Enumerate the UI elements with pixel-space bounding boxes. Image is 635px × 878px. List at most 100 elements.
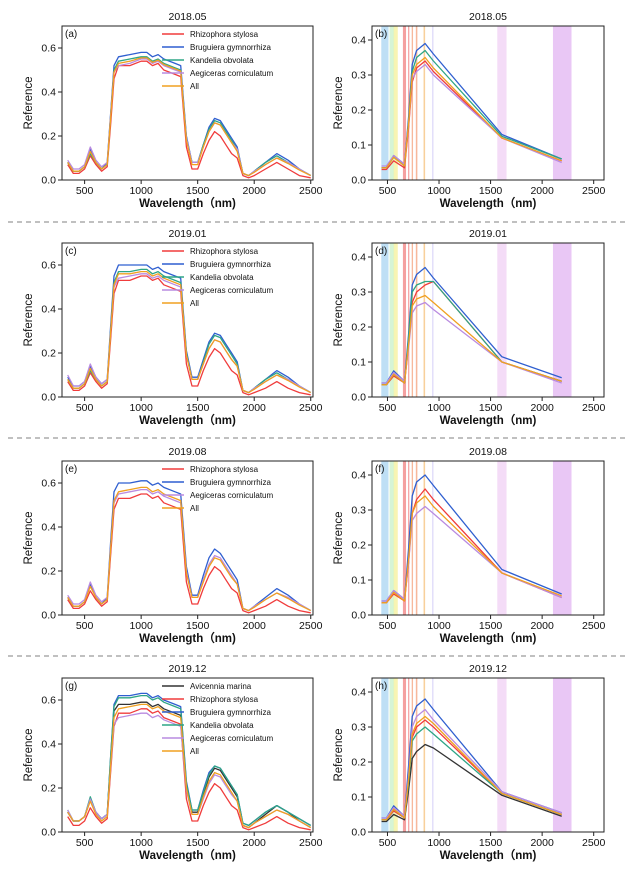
series-line (381, 715, 562, 821)
y-tick-label: 0.0 (351, 827, 366, 839)
y-tick-label: 0.0 (351, 392, 366, 404)
legend-label: Kandelia obvolata (190, 56, 254, 65)
plot-frame (371, 460, 605, 616)
plot-frame (61, 677, 314, 833)
y-tick-label: 0.6 (41, 695, 56, 707)
y-tick-label: 0.3 (351, 70, 366, 82)
x-tick-label: 1000 (427, 620, 451, 632)
x-tick-label: 500 (76, 185, 94, 197)
panel-g: 2019.12 500 1000 1500 2000 2500 0.0 0.2 0.4 0.6 Wa… (23, 663, 323, 862)
y-tick-label: 0.4 (351, 687, 366, 699)
panel-f: 2019.08 500 1000 1500 2000 2500 0.0 0.1 0.2 0.3 0.… (333, 446, 606, 645)
panel-label: (e) (65, 464, 77, 475)
panel-title: 2019.01 (169, 228, 207, 240)
series-line (381, 294, 562, 386)
y-tick-label: 0.0 (41, 175, 56, 187)
spectral-band (389, 243, 395, 397)
plot-frame (61, 25, 314, 181)
plot-frame (61, 460, 314, 616)
legend-label: Kandelia obvolata (190, 273, 254, 282)
spectral-band (497, 678, 507, 832)
spectral-band (552, 461, 572, 615)
y-tick-label: 0.0 (351, 610, 366, 622)
x-tick-label: 1500 (186, 837, 210, 849)
series-line (381, 495, 562, 604)
y-tick-label: 0.0 (41, 827, 56, 839)
spectral-band (415, 461, 418, 615)
series-line (67, 486, 311, 612)
panel-h: 2019.12 500 1000 1500 2000 2500 0.0 0.1 0.2 0.3 0.… (333, 663, 606, 862)
spectral-band (415, 26, 418, 180)
spectral-band (497, 461, 507, 615)
y-tick-label: 0.2 (351, 757, 366, 769)
spectral-band (381, 243, 389, 397)
legend-label: Aegiceras corniculatum (190, 69, 273, 78)
y-tick-label: 0.6 (41, 478, 56, 490)
spectral-band (411, 243, 414, 397)
panel-title: 2019.12 (169, 663, 207, 675)
series-line (67, 60, 311, 179)
spectral-band (415, 243, 418, 397)
x-tick-label: 1500 (479, 837, 503, 849)
y-tick-label: 0.0 (41, 392, 56, 404)
y-tick-label: 0.3 (351, 722, 366, 734)
x-tick-label: 1500 (479, 402, 503, 414)
spectral-band (432, 461, 434, 615)
x-tick-label: 2000 (243, 620, 267, 632)
x-tick-label: 1500 (186, 185, 210, 197)
y-tick-label: 0.4 (351, 470, 366, 482)
legend-label: Bruguiera gymnorrhiza (190, 260, 271, 269)
panel-c: 2019.01 500 1000 1500 2000 2500 0.0 0.2 0.4 0.6 Wa… (23, 228, 323, 427)
spectral-band (402, 461, 407, 615)
spectral-band (411, 461, 414, 615)
spectral-band (423, 243, 426, 397)
x-tick-label: 2500 (299, 402, 323, 414)
panel-d: 2019.01 500 1000 1500 2000 2500 0.0 0.1 0.2 0.3 0.… (333, 228, 606, 427)
x-tick-label: 2500 (299, 837, 323, 849)
series-line (67, 703, 312, 829)
legend-label: Aegiceras corniculatum (190, 491, 273, 500)
y-tick-label: 0.4 (41, 304, 56, 316)
y-tick-label: 0.1 (351, 792, 366, 804)
spectral-band (381, 461, 389, 615)
x-tick-label: 500 (379, 620, 397, 632)
series-line (381, 743, 562, 823)
spectral-band (408, 243, 410, 397)
x-tick-label: 1000 (427, 185, 451, 197)
x-tick-label: 2500 (582, 185, 606, 197)
legend-label: Kandelia obvolata (190, 721, 254, 730)
x-tick-label: 1000 (129, 185, 153, 197)
x-axis-label: Wavelength（nm) (139, 631, 236, 645)
y-axis-label: Reference (23, 728, 35, 781)
panel-label: (b) (375, 29, 387, 40)
panel-b: 2018.05 500 1000 1500 2000 2500 0.0 0.1 0.2 0.3 0.… (333, 11, 606, 210)
x-tick-label: 2000 (243, 402, 267, 414)
spectral-band (389, 678, 395, 832)
y-axis-label: Reference (333, 76, 345, 129)
x-axis-label: Wavelength（nm) (440, 413, 537, 427)
legend-label: All (190, 299, 199, 308)
panel-label: (a) (65, 29, 77, 40)
y-tick-label: 0.2 (41, 566, 56, 578)
series-line (67, 57, 311, 177)
y-axis-label: Reference (23, 511, 35, 564)
y-tick-label: 0.1 (351, 357, 366, 369)
x-tick-label: 2500 (299, 185, 323, 197)
spectral-band (415, 678, 418, 832)
x-tick-label: 2500 (582, 837, 606, 849)
panel-title: 2019.08 (169, 446, 207, 458)
y-tick-label: 0.2 (351, 540, 366, 552)
spectral-band (411, 26, 414, 180)
x-tick-label: 2500 (582, 620, 606, 632)
x-tick-label: 2000 (530, 837, 554, 849)
y-axis-label: Reference (333, 293, 345, 346)
panel-label: (h) (375, 681, 387, 692)
y-axis-label: Reference (23, 293, 35, 346)
plot-frame (371, 242, 605, 398)
spectral-band (393, 678, 398, 832)
spectral-band (497, 26, 507, 180)
panel-a: 2018.05 500 1000 1500 2000 2500 0.0 0.2 0.4 0.6 Wa… (23, 11, 323, 210)
y-tick-label: 0.2 (41, 131, 56, 143)
spectral-band (552, 243, 572, 397)
